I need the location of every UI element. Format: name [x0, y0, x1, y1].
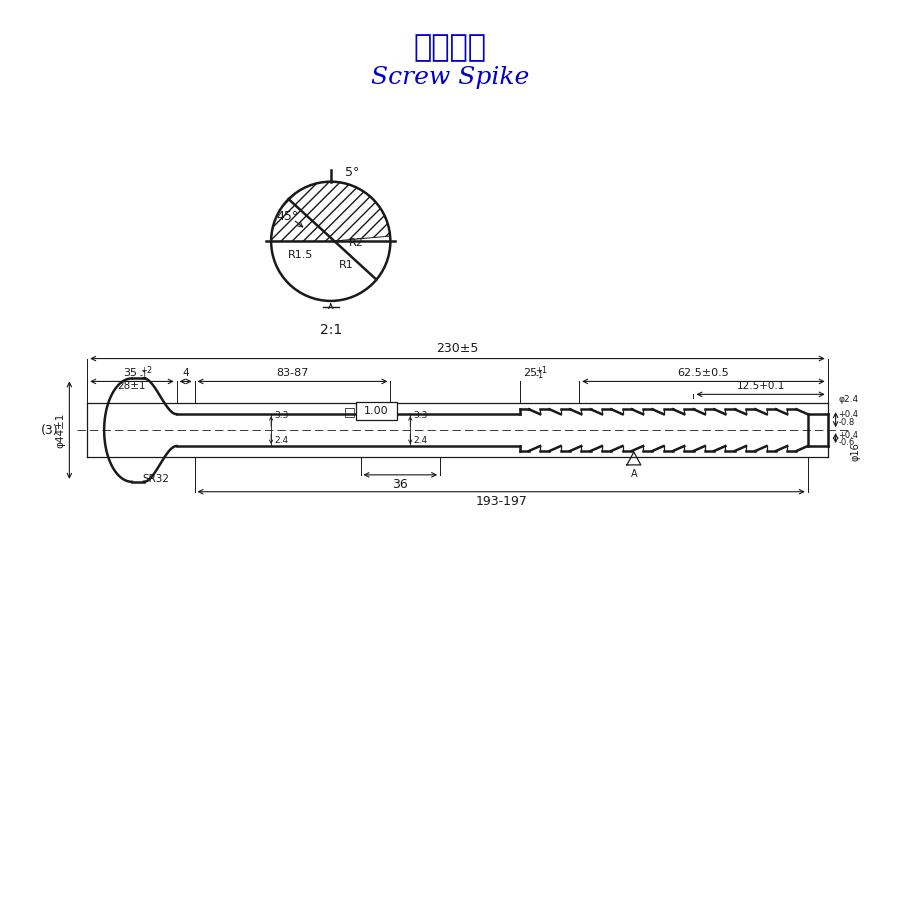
Text: φ2.4: φ2.4	[839, 395, 859, 404]
Text: A: A	[631, 469, 637, 479]
Text: φ16: φ16	[850, 443, 860, 462]
Text: 28±1: 28±1	[118, 382, 146, 392]
Text: 3.3: 3.3	[274, 411, 289, 420]
Text: 45°: 45°	[276, 210, 298, 223]
Text: 62.5±0.5: 62.5±0.5	[678, 368, 729, 378]
Text: (3): (3)	[40, 424, 58, 436]
Text: Screw Spike: Screw Spike	[371, 66, 529, 89]
Text: φ44±1: φ44±1	[56, 412, 66, 448]
Text: 2.4: 2.4	[413, 436, 428, 446]
Text: 3.3: 3.3	[413, 411, 428, 420]
Text: 83-87: 83-87	[276, 368, 309, 378]
Text: 35: 35	[123, 368, 137, 378]
Text: -0.8: -0.8	[839, 418, 855, 427]
Text: 25: 25	[524, 368, 537, 378]
Text: 12.5+0.1: 12.5+0.1	[736, 382, 785, 392]
Text: SR32: SR32	[142, 474, 169, 484]
Text: +0.4: +0.4	[839, 410, 859, 419]
Text: 4: 4	[183, 368, 189, 378]
Text: R1.5: R1.5	[288, 250, 313, 260]
Text: 5°: 5°	[346, 166, 360, 179]
Text: 2.4: 2.4	[274, 436, 288, 446]
Text: -0.6: -0.6	[839, 437, 855, 446]
Text: +2: +2	[140, 366, 152, 375]
Text: 螺纹道钉: 螺纹道钉	[413, 33, 487, 62]
Text: 193-197: 193-197	[475, 495, 527, 508]
Text: 2:1: 2:1	[320, 323, 342, 337]
Bar	[356, 402, 397, 420]
Text: 1.00: 1.00	[364, 406, 389, 416]
Text: □: □	[344, 405, 356, 418]
Text: R1: R1	[339, 260, 354, 270]
Text: -1: -1	[536, 372, 544, 381]
Text: +1: +1	[536, 366, 547, 375]
Text: +0.4: +0.4	[839, 430, 859, 439]
Text: R2: R2	[349, 238, 364, 248]
Text: 230±5: 230±5	[436, 342, 479, 355]
Text: 36: 36	[392, 478, 409, 491]
Text: -1: -1	[140, 372, 148, 381]
